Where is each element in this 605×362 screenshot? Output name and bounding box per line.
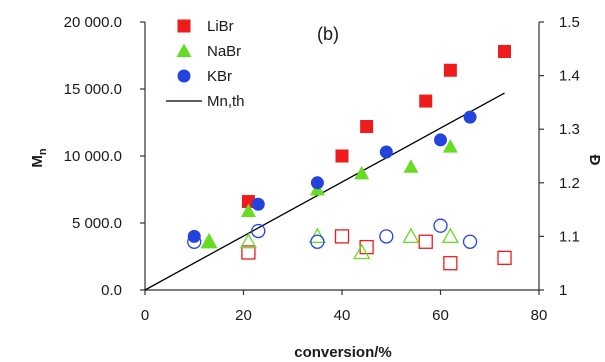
kbr-dispersity-point bbox=[251, 223, 266, 239]
nabr-dispersity-point bbox=[308, 227, 326, 244]
x-tick-label: 60 bbox=[432, 307, 449, 324]
y2-tick-label: 1.5 bbox=[559, 14, 580, 31]
x-tick-label: 40 bbox=[334, 307, 351, 324]
y2-axis-title: Đ bbox=[586, 155, 603, 166]
libr-dispersity-point bbox=[418, 234, 433, 249]
theory-line-layer bbox=[144, 92, 505, 291]
libr-dispersity-point bbox=[359, 239, 374, 255]
legend-marker-libr bbox=[177, 19, 191, 33]
legend: LiBr NaBr KBr Mn,th bbox=[166, 18, 245, 110]
y-tick-label: 5 000.0 bbox=[72, 215, 122, 232]
libr-dispersity-point bbox=[443, 256, 458, 271]
y-tick-label: 10 000.0 bbox=[64, 148, 122, 165]
kbr-mn-point bbox=[379, 145, 393, 159]
legend-marker-kbr bbox=[177, 69, 191, 83]
kbr-mn-point bbox=[463, 110, 477, 124]
x-tick-label: 20 bbox=[235, 307, 252, 324]
kbr-dispersity-point bbox=[462, 234, 478, 249]
nabr-mn-point bbox=[240, 203, 256, 217]
y-tick-label: 0.0 bbox=[101, 282, 122, 299]
nabr-dispersity-point bbox=[353, 243, 371, 260]
libr-mn-point bbox=[498, 44, 512, 58]
kbr-mn-point bbox=[310, 176, 324, 190]
libr-mn-point bbox=[419, 94, 433, 108]
y-axis-title-main: M bbox=[29, 155, 46, 168]
y-axis-title: Mn bbox=[29, 148, 49, 168]
legend-label-libr: LiBr bbox=[207, 18, 234, 35]
y2-tick-label: 1.3 bbox=[559, 121, 580, 138]
libr-mn-point bbox=[443, 63, 457, 77]
kbr-dispersity-point bbox=[310, 234, 325, 249]
y-tick-label: 15 000.0 bbox=[64, 81, 122, 98]
nabr-mn-point bbox=[354, 165, 370, 180]
kbr-dispersity-point bbox=[187, 234, 202, 249]
tick-labels: 0 20 40 60 80 0.0 5 000.0 10 000.0 15 000.0 20 00… bbox=[64, 14, 580, 324]
y2-tick-label: 1.2 bbox=[559, 175, 580, 192]
kbr-mn-point bbox=[187, 229, 201, 243]
libr-mn-point bbox=[335, 149, 349, 163]
kbr-dispersity-point bbox=[433, 218, 448, 233]
nabr-dispersity-point bbox=[402, 227, 420, 244]
legend-label-nabr: NaBr bbox=[207, 43, 241, 60]
svg-text:Mn: Mn bbox=[29, 148, 49, 168]
libr-dispersity-point bbox=[497, 250, 512, 265]
kbr-mn-point bbox=[434, 133, 447, 147]
y2-tick-label: 1 bbox=[559, 282, 567, 299]
nabr-dispersity-point bbox=[239, 232, 258, 249]
legend-label-mn-th: Mn,th bbox=[207, 93, 245, 110]
nabr-mn-point bbox=[442, 139, 458, 153]
data-points bbox=[187, 44, 512, 271]
x-axis-title: conversion/% bbox=[294, 344, 392, 361]
y-axis-title-sub: n bbox=[37, 148, 49, 155]
libr-mn-point bbox=[241, 195, 255, 209]
x-tick-label: 0 bbox=[141, 307, 149, 324]
nabr-dispersity-point bbox=[200, 232, 218, 249]
legend-label-kbr: KBr bbox=[207, 68, 232, 85]
nabr-dispersity-point bbox=[441, 227, 459, 244]
libr-dispersity-point bbox=[241, 245, 256, 260]
nabr-mn-point bbox=[201, 234, 217, 248]
y2-tick-label: 1.1 bbox=[559, 228, 580, 245]
y2-tick-label: 1.4 bbox=[559, 68, 580, 85]
x-tick-label: 80 bbox=[531, 307, 548, 324]
theory-line bbox=[144, 92, 505, 291]
kbr-dispersity-point bbox=[379, 229, 394, 244]
legend-marker-nabr bbox=[176, 43, 192, 57]
nabr-mn-point bbox=[403, 159, 419, 173]
libr-mn-point bbox=[360, 120, 374, 134]
panel-label: (b) bbox=[317, 24, 339, 44]
libr-dispersity-point bbox=[334, 229, 350, 244]
axes bbox=[140, 21, 544, 295]
y-tick-label: 20 000.0 bbox=[64, 14, 122, 31]
kbr-mn-point bbox=[251, 197, 265, 211]
